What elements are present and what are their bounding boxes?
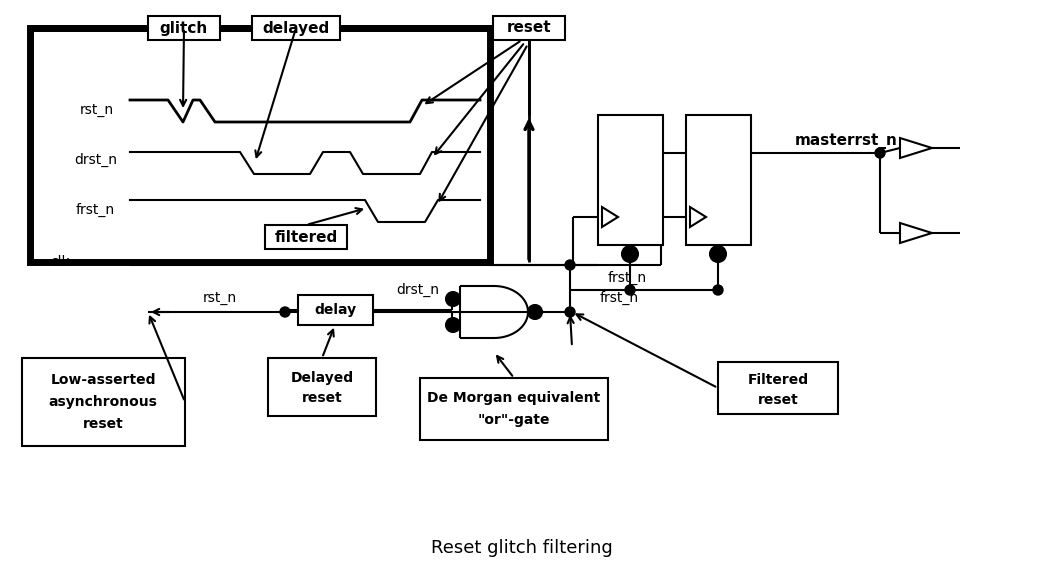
Text: frst_n: frst_n <box>76 203 115 217</box>
Text: Low-asserted: Low-asserted <box>50 373 156 387</box>
Text: De Morgan equivalent: De Morgan equivalent <box>427 391 600 405</box>
Text: reset: reset <box>302 391 342 405</box>
Text: asynchronous: asynchronous <box>49 395 158 409</box>
Text: "or"-gate: "or"-gate <box>478 413 550 427</box>
Circle shape <box>565 307 575 317</box>
FancyBboxPatch shape <box>493 16 565 40</box>
FancyBboxPatch shape <box>718 362 838 414</box>
Text: rst_n: rst_n <box>203 291 237 305</box>
Text: drst_n: drst_n <box>74 153 117 167</box>
FancyBboxPatch shape <box>148 16 220 40</box>
Text: reset: reset <box>506 20 551 35</box>
Text: filtered: filtered <box>275 229 337 244</box>
Circle shape <box>528 305 542 319</box>
Circle shape <box>280 307 290 317</box>
FancyBboxPatch shape <box>598 115 663 245</box>
Text: Reset glitch filtering: Reset glitch filtering <box>431 539 613 557</box>
Circle shape <box>710 246 726 262</box>
FancyBboxPatch shape <box>298 295 373 325</box>
FancyBboxPatch shape <box>22 358 185 446</box>
FancyBboxPatch shape <box>252 16 340 40</box>
Text: rst_n: rst_n <box>80 103 114 117</box>
Circle shape <box>446 318 460 332</box>
Text: delayed: delayed <box>262 20 330 35</box>
Circle shape <box>622 246 638 262</box>
Text: masterrst_n: masterrst_n <box>794 134 898 149</box>
Text: frst_n: frst_n <box>600 291 639 305</box>
Text: drst_n: drst_n <box>397 283 440 297</box>
FancyBboxPatch shape <box>265 225 347 249</box>
Text: frst_n: frst_n <box>608 271 647 285</box>
Circle shape <box>565 260 575 270</box>
FancyBboxPatch shape <box>686 115 751 245</box>
Text: glitch: glitch <box>160 20 208 35</box>
FancyBboxPatch shape <box>30 28 490 262</box>
Text: Filtered: Filtered <box>748 373 808 387</box>
Circle shape <box>625 285 635 295</box>
Circle shape <box>875 148 885 158</box>
FancyBboxPatch shape <box>268 358 376 416</box>
Text: reset: reset <box>82 417 123 431</box>
FancyBboxPatch shape <box>420 378 608 440</box>
Circle shape <box>446 292 460 306</box>
Circle shape <box>713 285 723 295</box>
Text: clk: clk <box>50 255 70 269</box>
Text: Delayed: Delayed <box>290 371 354 385</box>
Text: reset: reset <box>758 393 799 407</box>
Text: delay: delay <box>314 303 356 317</box>
